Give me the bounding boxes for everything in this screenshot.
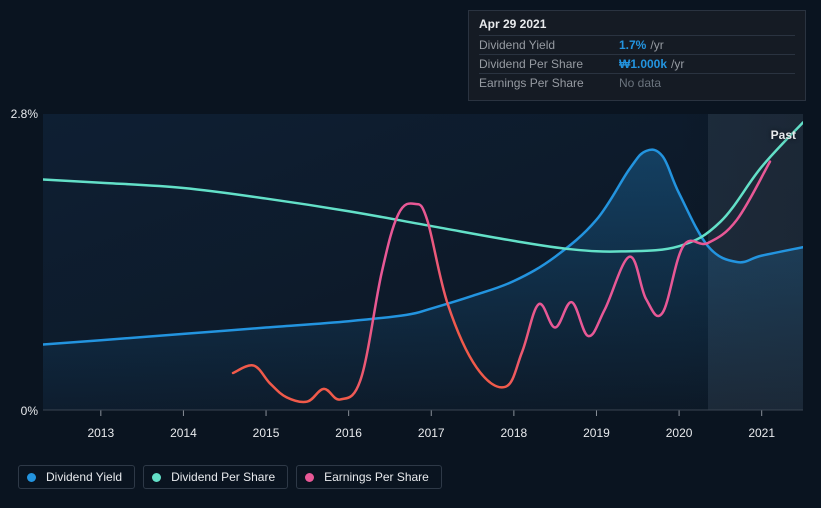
- legend-swatch: [305, 473, 314, 482]
- tooltip-row: Dividend Yield 1.7% /yr: [479, 35, 795, 54]
- legend: Dividend Yield Dividend Per Share Earnin…: [18, 465, 442, 489]
- x-axis-tick-label: 2015: [253, 426, 280, 440]
- x-axis-tick-label: 2016: [335, 426, 362, 440]
- tooltip-label: Earnings Per Share: [479, 76, 619, 90]
- y-axis-label-min: 0%: [21, 404, 38, 418]
- legend-swatch: [27, 473, 36, 482]
- chart-tooltip: Apr 29 2021 Dividend Yield 1.7% /yr Divid…: [468, 10, 806, 101]
- x-axis-tick-label: 2014: [170, 426, 197, 440]
- chart-svg: [43, 110, 803, 420]
- tooltip-value: ₩1.000k/yr: [619, 57, 684, 71]
- tooltip-value-number: 1.7%: [619, 38, 646, 52]
- x-axis-tick-label: 2018: [501, 426, 528, 440]
- tooltip-row: Dividend Per Share ₩1.000k/yr: [479, 54, 795, 73]
- legend-label: Dividend Yield: [46, 470, 122, 484]
- x-axis-tick-label: 2019: [583, 426, 610, 440]
- tooltip-date: Apr 29 2021: [479, 17, 795, 35]
- legend-item-dividend-yield[interactable]: Dividend Yield: [18, 465, 135, 489]
- tooltip-value-unit: /yr: [650, 38, 663, 52]
- chart-plot-area[interactable]: [43, 110, 803, 442]
- tooltip-value-number: ₩1.000k: [619, 57, 667, 71]
- tooltip-label: Dividend Yield: [479, 38, 619, 52]
- tooltip-value-nodata: No data: [619, 76, 661, 90]
- past-label: Past: [771, 128, 796, 142]
- tooltip-row: Earnings Per Share No data: [479, 73, 795, 92]
- x-axis-tick-label: 2021: [748, 426, 775, 440]
- legend-label: Dividend Per Share: [171, 470, 275, 484]
- legend-swatch: [152, 473, 161, 482]
- x-axis-tick-label: 2013: [87, 426, 114, 440]
- tooltip-value: No data: [619, 76, 661, 90]
- tooltip-value: 1.7% /yr: [619, 38, 664, 52]
- y-axis-label-max: 2.8%: [11, 107, 38, 121]
- x-axis-labels: 2013 2014 2015 2016 2017 2018 2019 2020 2021: [43, 426, 803, 444]
- x-axis-tick-label: 2017: [418, 426, 445, 440]
- legend-item-dividend-per-share[interactable]: Dividend Per Share: [143, 465, 288, 489]
- legend-item-earnings-per-share[interactable]: Earnings Per Share: [296, 465, 442, 489]
- legend-label: Earnings Per Share: [324, 470, 429, 484]
- tooltip-label: Dividend Per Share: [479, 57, 619, 71]
- tooltip-value-unit: /yr: [671, 57, 684, 71]
- x-axis-tick-label: 2020: [666, 426, 693, 440]
